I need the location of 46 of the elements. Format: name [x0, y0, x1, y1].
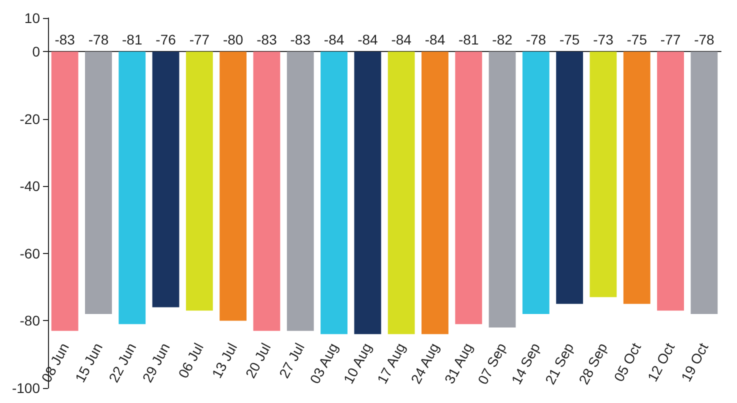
data-label: -75 [559, 32, 580, 48]
x-tick-label: 22 Jun [105, 340, 140, 385]
x-tick-label: 05 Oct [610, 340, 644, 384]
data-label: -83 [54, 32, 76, 48]
x-tick-label: 14 Sep [508, 340, 544, 387]
y-tick-label: -20 [20, 110, 40, 127]
y-tick-label: 10 [24, 10, 40, 26]
x-tick-label: 28 Sep [575, 340, 610, 387]
x-tick-label: 21 Sep [542, 340, 577, 387]
x-tick-label: 13 Jul [208, 340, 240, 381]
x-tick-label: 10 Aug [340, 340, 375, 386]
data-label: -83 [290, 32, 311, 48]
x-tick-label: 06 Jul [174, 340, 206, 381]
x-tick-label: 24 Aug [407, 340, 442, 386]
data-label: -78 [88, 32, 109, 48]
x-tick-label: 17 Aug [374, 340, 408, 386]
x-tick-label: 20 Jul [242, 340, 274, 381]
data-label: -84 [391, 32, 412, 48]
data-label: -81 [458, 32, 479, 48]
data-label: -77 [660, 32, 681, 48]
x-tick-label: 03 Aug [306, 340, 342, 386]
data-label: -82 [492, 32, 513, 48]
x-tick-label: 29 Jun [139, 340, 173, 385]
x-tick-label: 15 Jun [72, 340, 106, 385]
x-tick-label: 31 Aug [441, 340, 476, 386]
y-tick-label: -100 [12, 380, 40, 396]
data-label: -78 [694, 32, 715, 48]
x-tick-label: 07 Sep [474, 340, 510, 387]
data-label: -76 [156, 32, 176, 48]
y-tick-label: -80 [20, 312, 40, 329]
x-tick-label: 12 Oct [644, 340, 678, 384]
data-label: -84 [424, 32, 446, 48]
data-label: -81 [122, 32, 142, 48]
data-label: -78 [526, 32, 546, 48]
y-tick-label: 0 [32, 44, 40, 60]
x-tick-label: 27 Jul [276, 340, 308, 381]
y-tick-label: -60 [20, 245, 40, 262]
y-tick-label: -40 [20, 178, 40, 194]
data-label: -73 [593, 32, 614, 48]
data-label: -83 [256, 32, 278, 48]
data-label: -80 [222, 32, 244, 48]
x-tick-label: 19 Oct [678, 340, 712, 384]
data-label: -84 [324, 32, 344, 48]
data-label: -77 [189, 32, 210, 48]
data-label: -84 [358, 32, 378, 48]
data-label: -75 [626, 32, 648, 48]
